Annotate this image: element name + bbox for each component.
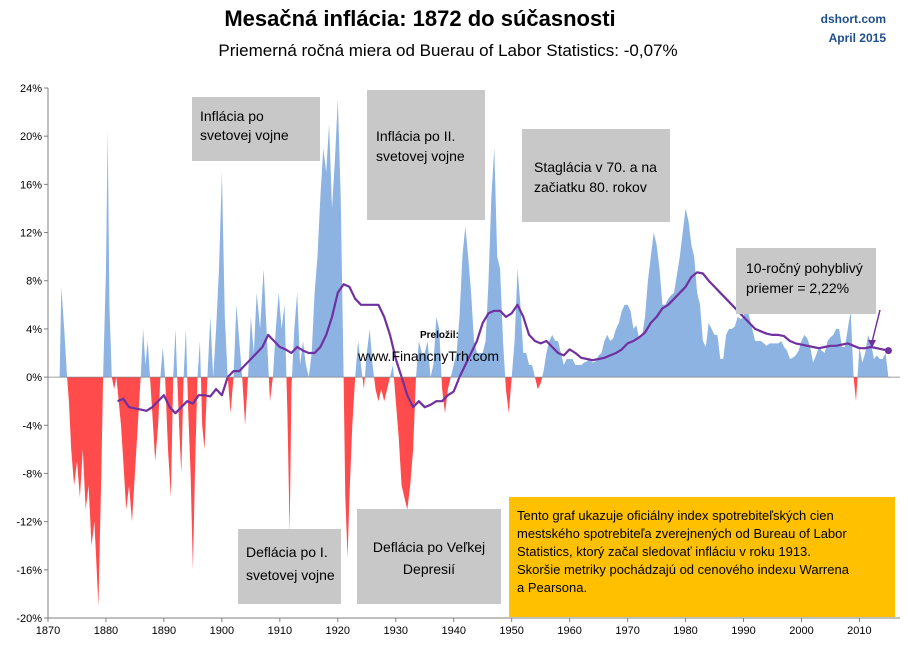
- x-tick-label: 1990: [731, 625, 755, 637]
- watermark-label: Preložil:: [420, 330, 459, 341]
- y-tick-label: -12%: [16, 517, 42, 529]
- y-tick-label: -4%: [22, 420, 42, 432]
- callout-arrowhead: [868, 340, 876, 348]
- callout-depression-deflation: Deflácia po Veľkej Depresií: [357, 509, 501, 604]
- callout-line: 10-ročný pohyblivý: [746, 260, 863, 276]
- note-line: mestského spotrebiteľa zverejnených od B…: [517, 526, 847, 541]
- y-tick-label: 20%: [20, 131, 42, 143]
- x-tick-label: 1910: [268, 625, 292, 637]
- callout-ww1-inflation: Inflácia po svetovej vojne: [192, 97, 320, 161]
- callout-line: začiatku 80. rokov: [534, 179, 647, 195]
- callout-ww2-inflation: Inflácia po II. svetovej vojne: [367, 90, 485, 220]
- publication-date: April 2015: [829, 31, 887, 45]
- x-tick-label: 1960: [557, 625, 581, 637]
- x-tick-label: 1950: [499, 625, 523, 637]
- note-line: Skoršie metriky pochádzajú od cenového i…: [517, 562, 850, 577]
- x-tick-label: 2000: [789, 625, 813, 637]
- moving-average-endpoint: [884, 347, 892, 355]
- callout-line: svetovej vojne: [200, 127, 289, 143]
- callout-line: svetovej vojne: [246, 567, 335, 583]
- x-tick-label: 1890: [152, 625, 176, 637]
- y-tick-label: -16%: [16, 565, 42, 577]
- x-tick-label: 1980: [673, 625, 697, 637]
- x-tick-label: 1880: [94, 625, 118, 637]
- callout-ww1-deflation: Deflácia po I. svetovej vojne: [238, 529, 341, 604]
- inflation-area-positive: [59, 100, 889, 378]
- axes: 24% 20% 16% 12% 8% 4% 0% -4% -8% -12% -16% -20%1870…: [16, 83, 900, 637]
- explanatory-note: Tento graf ukazuje oficiálny index spotr…: [509, 497, 895, 617]
- x-tick-label: 1970: [615, 625, 639, 637]
- note-line: Statistics, ktorý začal sledovať infláci…: [517, 544, 811, 559]
- callout-line: Inflácia po: [200, 108, 264, 124]
- callout-line: priemer = 2,22%: [746, 280, 849, 296]
- y-tick-label: 12%: [20, 228, 42, 240]
- y-tick-label: 0%: [26, 372, 42, 384]
- callout-moving-average: 10-ročný pohyblivý priemer = 2,22%: [736, 248, 881, 348]
- callout-line: Staglácia v 70. a na: [534, 159, 657, 175]
- watermark-site: www.FinancnyTrh.com: [357, 348, 499, 364]
- moving-average-line: [117, 271, 889, 415]
- callout-stagflation: Staglácia v 70. a na začiatku 80. rokov: [522, 129, 670, 222]
- callout-line: Depresií: [403, 561, 455, 577]
- y-tick-label: 24%: [20, 83, 42, 95]
- callout-line: Inflácia po II.: [376, 128, 455, 144]
- callout-line: svetovej vojne: [376, 148, 465, 164]
- x-tick-label: 1920: [326, 625, 350, 637]
- x-tick-label: 1900: [210, 625, 234, 637]
- y-tick-label: -8%: [22, 468, 42, 480]
- note-line: a Pearsona.: [517, 580, 587, 595]
- y-tick-label: -20%: [16, 613, 42, 625]
- chart-subtitle: Priemerná ročná miera od Buerau of Labor…: [218, 41, 677, 60]
- y-tick-label: 4%: [26, 324, 42, 336]
- callout-line: Deflácia po Veľkej: [373, 539, 485, 555]
- note-line: Tento graf ukazuje oficiálny index spotr…: [517, 508, 834, 523]
- chart-title: Mesačná inflácia: 1872 do súčasnosti: [224, 6, 615, 31]
- x-tick-label: 2010: [847, 625, 871, 637]
- y-tick-label: 16%: [20, 179, 42, 191]
- x-tick-label: 1940: [441, 625, 465, 637]
- source-credit: dshort.com: [821, 12, 886, 26]
- callout-pointer: [871, 309, 881, 343]
- y-tick-label: 8%: [26, 276, 42, 288]
- plot-area: [59, 100, 892, 606]
- x-tick-label: 1870: [36, 625, 60, 637]
- callout-line: Deflácia po I.: [246, 544, 328, 560]
- x-tick-label: 1930: [384, 625, 408, 637]
